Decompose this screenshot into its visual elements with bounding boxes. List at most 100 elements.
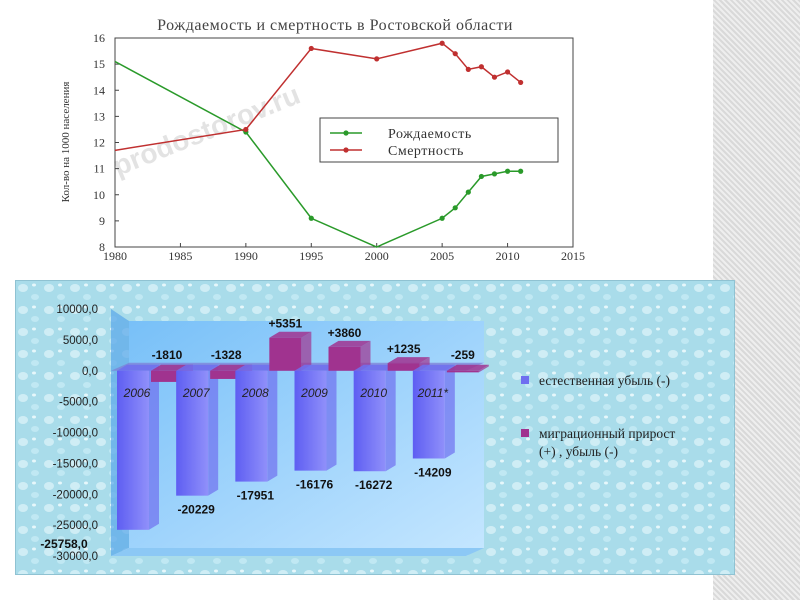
data-label: -259 [451, 348, 475, 362]
data-label: -16176 [296, 478, 334, 492]
data-point [308, 45, 314, 52]
data-point [439, 40, 445, 46]
y-tick-label: -20000,0 [53, 489, 98, 501]
legend-box [319, 117, 559, 163]
x-tick-label: 1985 [168, 249, 192, 263]
bar-migration-top [446, 364, 489, 371]
legend-marker [343, 147, 349, 153]
data-point [465, 189, 471, 195]
y-tick-label: 5000,0 [63, 335, 98, 347]
y-tick-label: 11 [93, 162, 105, 176]
x-category-label: 2011* [417, 386, 449, 400]
x-tick-label: 2000 [365, 249, 389, 263]
bar-migration [328, 346, 361, 371]
x-tick-label: 2005 [430, 249, 454, 263]
y-tick-label: -15000,0 [53, 458, 98, 470]
data-label: +3860 [328, 326, 362, 340]
data-point [374, 56, 380, 62]
bar-migration [269, 337, 302, 371]
bar-natural-decline [294, 370, 327, 471]
y-tick-label: 13 [93, 109, 105, 123]
bar-migration [387, 363, 420, 371]
y-tick-label: 10 [93, 188, 105, 202]
line-chart: Рождаемость и смертность в Ростовской об… [52, 14, 608, 264]
legend-swatch [521, 376, 529, 384]
x-category-label: 2010 [359, 386, 387, 400]
data-point [478, 64, 484, 70]
data-point [518, 168, 524, 174]
bar-migration [151, 370, 183, 382]
bar-migration-side [301, 331, 312, 371]
bar-migration [446, 370, 479, 373]
bar-chart: 10000,0 5000,0 0,0 -5000,0 -10000,0 -15000,0 -… [15, 280, 735, 575]
data-point [504, 168, 511, 174]
bar-natural-decline [117, 370, 149, 530]
data-label: -1328 [211, 348, 242, 362]
y-tick-label: 15 [93, 57, 105, 71]
bar-migration [210, 370, 243, 379]
bar-natural-decline-top [353, 364, 396, 371]
data-point [308, 215, 314, 221]
bar-natural-decline-top [412, 364, 455, 371]
data-point [452, 51, 458, 57]
data-label: -17951 [237, 489, 275, 503]
data-label: +5351 [268, 317, 302, 331]
legend-entry: естественная убыль (-) [539, 373, 670, 388]
x-category-label: 2006 [123, 386, 151, 400]
legend-entry: Рождаемость [388, 127, 472, 142]
bar-natural-decline-top [117, 364, 159, 371]
y-tick-label: -30000,0 [53, 551, 98, 563]
y-tick-label: 8 [99, 240, 105, 254]
bar-natural-decline-side [444, 364, 455, 459]
y-tick-label: -5000,0 [59, 397, 98, 409]
bar-natural-decline-side [267, 364, 278, 482]
data-point [491, 74, 498, 80]
data-point [518, 79, 524, 86]
line-chart-svg: Рождаемость и смертность в Ростовской об… [60, 17, 585, 263]
legend-entry: Смертность [388, 144, 464, 159]
bar-natural-decline-top [294, 364, 337, 371]
bar-natural-decline-side [149, 364, 159, 530]
bar-natural-decline-top [176, 364, 219, 371]
data-point [439, 215, 445, 221]
y-tick-label: 9 [99, 214, 105, 228]
legend-marker [343, 130, 349, 136]
data-point [491, 171, 498, 177]
bar-natural-decline [412, 370, 445, 459]
x-category-label: 2009 [300, 386, 328, 400]
y-tick-label: 10000,0 [56, 304, 98, 316]
data-label: -16272 [355, 478, 393, 492]
bar-natural-decline-top [235, 364, 278, 371]
bar-migration-top [269, 331, 312, 338]
x-category-label: 2007 [182, 386, 211, 400]
y-tick-label: -25000,0 [53, 520, 98, 532]
data-label: +1235 [387, 342, 421, 356]
x-tick-label: 1995 [299, 249, 323, 263]
bar-migration-side [478, 364, 489, 373]
y-tick-label: -10000,0 [53, 428, 98, 440]
legend-entry: миграционный прирост (+) , убыль (-) [539, 426, 675, 459]
x-category-label: 2008 [241, 386, 269, 400]
legend-swatch [521, 429, 529, 437]
data-label: -1810 [152, 348, 183, 362]
bar-natural-decline-side [385, 364, 396, 472]
data-point [465, 66, 471, 72]
bar-natural-decline [353, 370, 386, 472]
bar-natural-decline [176, 370, 209, 496]
y-axis-label: Кол-во на 1000 населения [60, 82, 72, 203]
bar-natural-decline-side [208, 364, 219, 496]
y-tick-label: 14 [93, 83, 105, 97]
data-point [478, 173, 484, 180]
x-tick-label: 1990 [234, 249, 258, 263]
chart-title: Рождаемость и смертность в Ростовской об… [157, 17, 513, 34]
data-label: -20229 [177, 503, 215, 517]
bar-migration-top [328, 340, 371, 347]
x-tick-label: 2010 [496, 249, 520, 263]
data-label: -14209 [414, 465, 452, 479]
bar-chart-svg: 10000,0 5000,0 0,0 -5000,0 -10000,0 -15000,0 -… [16, 281, 734, 574]
data-point [243, 126, 249, 133]
data-point [504, 69, 511, 75]
bar-migration-top [387, 357, 430, 364]
data-label: -25758,0 [40, 537, 88, 551]
